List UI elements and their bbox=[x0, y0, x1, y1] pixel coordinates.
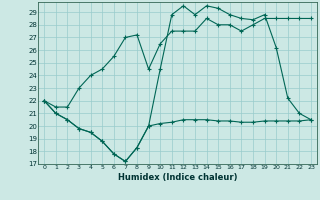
X-axis label: Humidex (Indice chaleur): Humidex (Indice chaleur) bbox=[118, 173, 237, 182]
